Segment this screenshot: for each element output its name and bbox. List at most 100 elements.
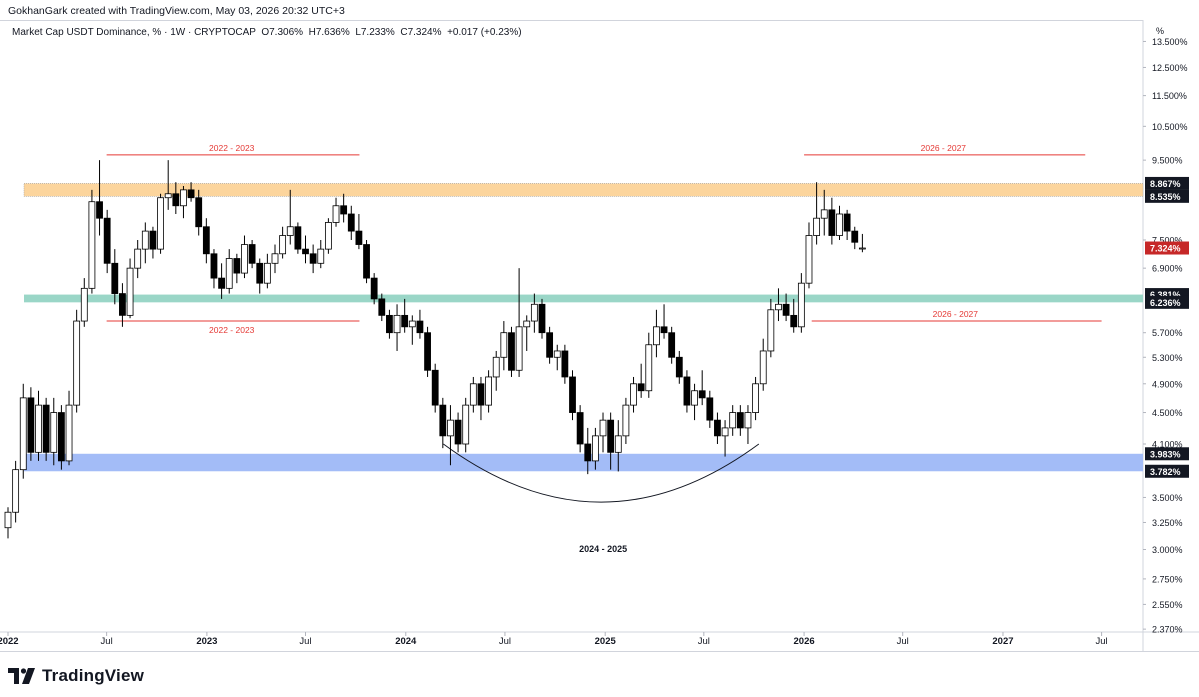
candle-body <box>767 309 775 352</box>
zone-badge-high-low-support-bg <box>1145 447 1189 461</box>
candle-body <box>42 404 50 453</box>
candle-body <box>4 511 12 529</box>
candle-body <box>19 397 27 471</box>
candle-body <box>119 293 126 316</box>
candle-body <box>439 404 447 437</box>
candle-body <box>530 303 538 322</box>
legend-symbol: Market Cap USDT Dominance, % · 1W · CRYP… <box>12 27 256 38</box>
candle-body <box>614 435 622 453</box>
candle-body <box>851 230 859 243</box>
annotation-label-1: 2022 - 2023 <box>209 325 255 335</box>
zone-badge-low-low-support-bg <box>1145 464 1189 478</box>
zone-badge-high-resistance-bg <box>1145 176 1189 190</box>
zone-badge-low-resistance-bg <box>1145 189 1189 203</box>
candle-body <box>508 332 515 371</box>
symbol-legend: Market Cap USDT Dominance, % · 1W · CRYP… <box>12 27 522 38</box>
candle-body <box>187 189 195 199</box>
zone-resistance <box>23 183 1144 197</box>
candle-body <box>744 412 752 429</box>
candle-body <box>96 201 103 219</box>
annotation-label-3: 2026 - 2027 <box>933 309 979 319</box>
zone-badge-low-mid-support: 6.236% <box>1150 298 1181 308</box>
y-tick-label: 10.500% <box>1152 122 1188 132</box>
y-tick-label: 6.900% <box>1152 264 1183 274</box>
candle-body <box>584 443 592 462</box>
y-tick-label: 3.250% <box>1152 518 1183 528</box>
candle-body <box>386 314 393 334</box>
zone-badge-low-low-support: 3.782% <box>1150 467 1181 477</box>
candle-body <box>660 326 668 334</box>
y-tick-label: 4.100% <box>1152 439 1183 449</box>
candle-body <box>241 244 248 274</box>
candle-body <box>683 376 691 406</box>
candle-body <box>141 230 149 250</box>
y-tick-label: 3.000% <box>1152 545 1183 555</box>
candle-body <box>347 213 355 232</box>
x-tick-label: Jul <box>499 636 511 647</box>
candle-body <box>271 253 279 264</box>
y-tick-label: 7.500% <box>1152 235 1183 245</box>
candle-body <box>523 320 531 328</box>
candle-body <box>561 350 569 378</box>
y-axis-unit-label: % <box>1156 26 1164 36</box>
candle-body <box>622 404 630 437</box>
candle-body <box>714 419 721 437</box>
y-axis-ticks: 13.500% 12.500% 11.500% 10.500% 9.500% 7.500%… <box>1143 37 1188 635</box>
candle-body <box>401 314 409 328</box>
candle-body <box>332 205 340 223</box>
candle-body <box>180 189 187 207</box>
zone-mid-support <box>24 294 1143 303</box>
candle-body <box>828 209 836 236</box>
legend-open: O7.306% <box>261 27 304 38</box>
candle-body <box>607 419 615 453</box>
candle-body <box>653 326 660 346</box>
candle-body <box>263 262 271 284</box>
y-tick-label: 13.500% <box>1152 37 1188 47</box>
candle-body <box>103 217 111 264</box>
y-tick-label: 9.500% <box>1152 156 1183 166</box>
footer-branding[interactable]: TradingView <box>8 665 144 687</box>
candle-body <box>538 303 546 334</box>
candle-body <box>630 383 637 406</box>
last-price-badge-bg <box>1145 241 1189 255</box>
candle-body <box>50 412 58 453</box>
y-tick-label: 2.550% <box>1152 600 1183 610</box>
candle-body <box>393 314 401 334</box>
candle-body <box>736 412 744 429</box>
legend-close: C7.324% <box>400 27 442 38</box>
candle-body <box>324 222 332 250</box>
candle-body <box>317 248 325 264</box>
zone-badge-low-resistance: 8.535% <box>1150 192 1181 202</box>
candle-body <box>576 412 584 445</box>
candle-body <box>729 412 737 429</box>
candle-body <box>836 213 843 236</box>
zones-layer <box>23 183 1144 472</box>
annotation-label-2: 2026 - 2027 <box>921 143 967 153</box>
candle-body <box>447 419 454 437</box>
legend-change: +0.017 (+0.23%) <box>447 27 522 38</box>
candle-body <box>721 427 729 437</box>
candle-body <box>202 226 210 255</box>
candle-body <box>790 314 798 328</box>
y-axis-panel[interactable] <box>1143 20 1199 632</box>
candle-body <box>126 267 134 316</box>
candle-body <box>637 383 645 392</box>
zone-badge-high-low-support: 3.983% <box>1150 449 1181 459</box>
candle-body <box>149 230 157 250</box>
candle-body <box>492 356 500 378</box>
x-tick-label: Jul <box>101 636 113 647</box>
x-tick-label: 2025 <box>595 636 617 647</box>
candle-body <box>546 332 554 358</box>
candle-body <box>157 197 164 250</box>
candle-body <box>431 369 439 406</box>
candle-body <box>858 247 866 250</box>
price-badges: 8.867% 8.535% 6.381%6.236% 3.983% 3.782% 7.32… <box>1145 176 1189 478</box>
candle-body <box>309 253 317 264</box>
candle-body <box>73 320 81 406</box>
candle-body <box>355 230 363 245</box>
x-tick-label: 2024 <box>395 636 417 647</box>
candle-body <box>500 332 508 358</box>
y-tick-label: 5.300% <box>1152 353 1183 363</box>
candle-body <box>797 282 805 328</box>
